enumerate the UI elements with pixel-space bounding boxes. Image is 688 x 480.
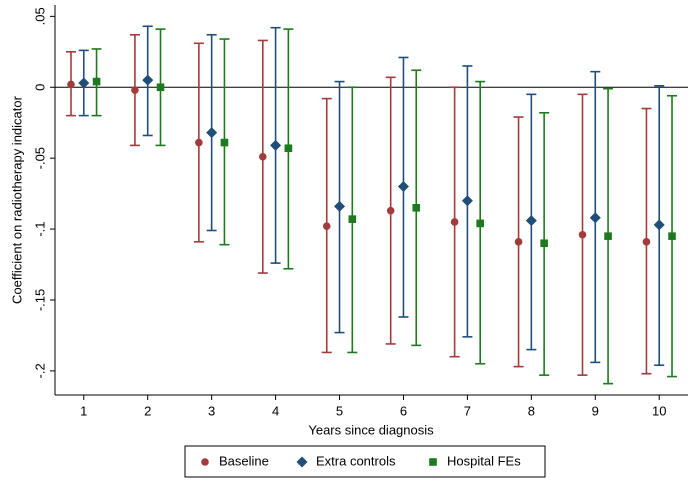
x-tick-label: 7 xyxy=(464,403,471,418)
y-tick-label: 0 xyxy=(32,84,47,91)
x-tick-label: 9 xyxy=(592,403,599,418)
point xyxy=(397,181,409,193)
point xyxy=(270,139,282,151)
point xyxy=(334,200,346,212)
point xyxy=(92,77,101,86)
point xyxy=(589,212,601,224)
x-tick-label: 4 xyxy=(272,403,279,418)
y-tick-label: -.2 xyxy=(32,363,47,378)
legend-label: Extra controls xyxy=(316,453,396,468)
y-tick-label: -.05 xyxy=(32,147,47,169)
point xyxy=(668,232,676,240)
point xyxy=(653,219,665,231)
point xyxy=(322,222,331,231)
point xyxy=(156,83,165,92)
x-tick-label: 8 xyxy=(528,403,535,418)
y-axis-label: Coefficient on radiotherapy indicator xyxy=(9,95,24,304)
point xyxy=(142,74,154,86)
point xyxy=(78,77,90,89)
point xyxy=(412,204,421,212)
x-tick-label: 2 xyxy=(144,403,151,418)
legend-label: Baseline xyxy=(219,453,269,468)
point xyxy=(220,138,229,147)
x-tick-label: 5 xyxy=(336,403,343,418)
x-tick-label: 1 xyxy=(80,403,87,418)
x-axis-label: Years since diagnosis xyxy=(308,422,434,437)
point xyxy=(206,127,218,139)
legend-box xyxy=(184,445,546,478)
point xyxy=(578,230,587,239)
y-tick-label: .05 xyxy=(32,7,47,25)
legend-marker xyxy=(429,458,437,466)
legend-marker xyxy=(296,456,308,468)
point xyxy=(348,215,357,223)
point xyxy=(386,206,395,215)
point xyxy=(476,219,484,228)
point xyxy=(67,80,75,89)
y-tick-label: -.1 xyxy=(32,221,47,236)
point xyxy=(525,215,537,227)
x-tick-label: 10 xyxy=(652,403,666,418)
point xyxy=(461,195,473,207)
legend-marker xyxy=(201,458,209,466)
y-tick-label: -.15 xyxy=(32,289,47,311)
point xyxy=(195,138,203,147)
x-tick-label: 6 xyxy=(400,403,407,418)
legend-label: Hospital FEs xyxy=(447,453,521,468)
point xyxy=(259,152,267,161)
point xyxy=(450,218,459,226)
point xyxy=(284,144,293,153)
point xyxy=(604,232,612,240)
point xyxy=(131,86,139,94)
point xyxy=(514,238,523,246)
point xyxy=(540,239,548,248)
x-tick-label: 3 xyxy=(208,403,215,418)
point xyxy=(642,238,651,246)
